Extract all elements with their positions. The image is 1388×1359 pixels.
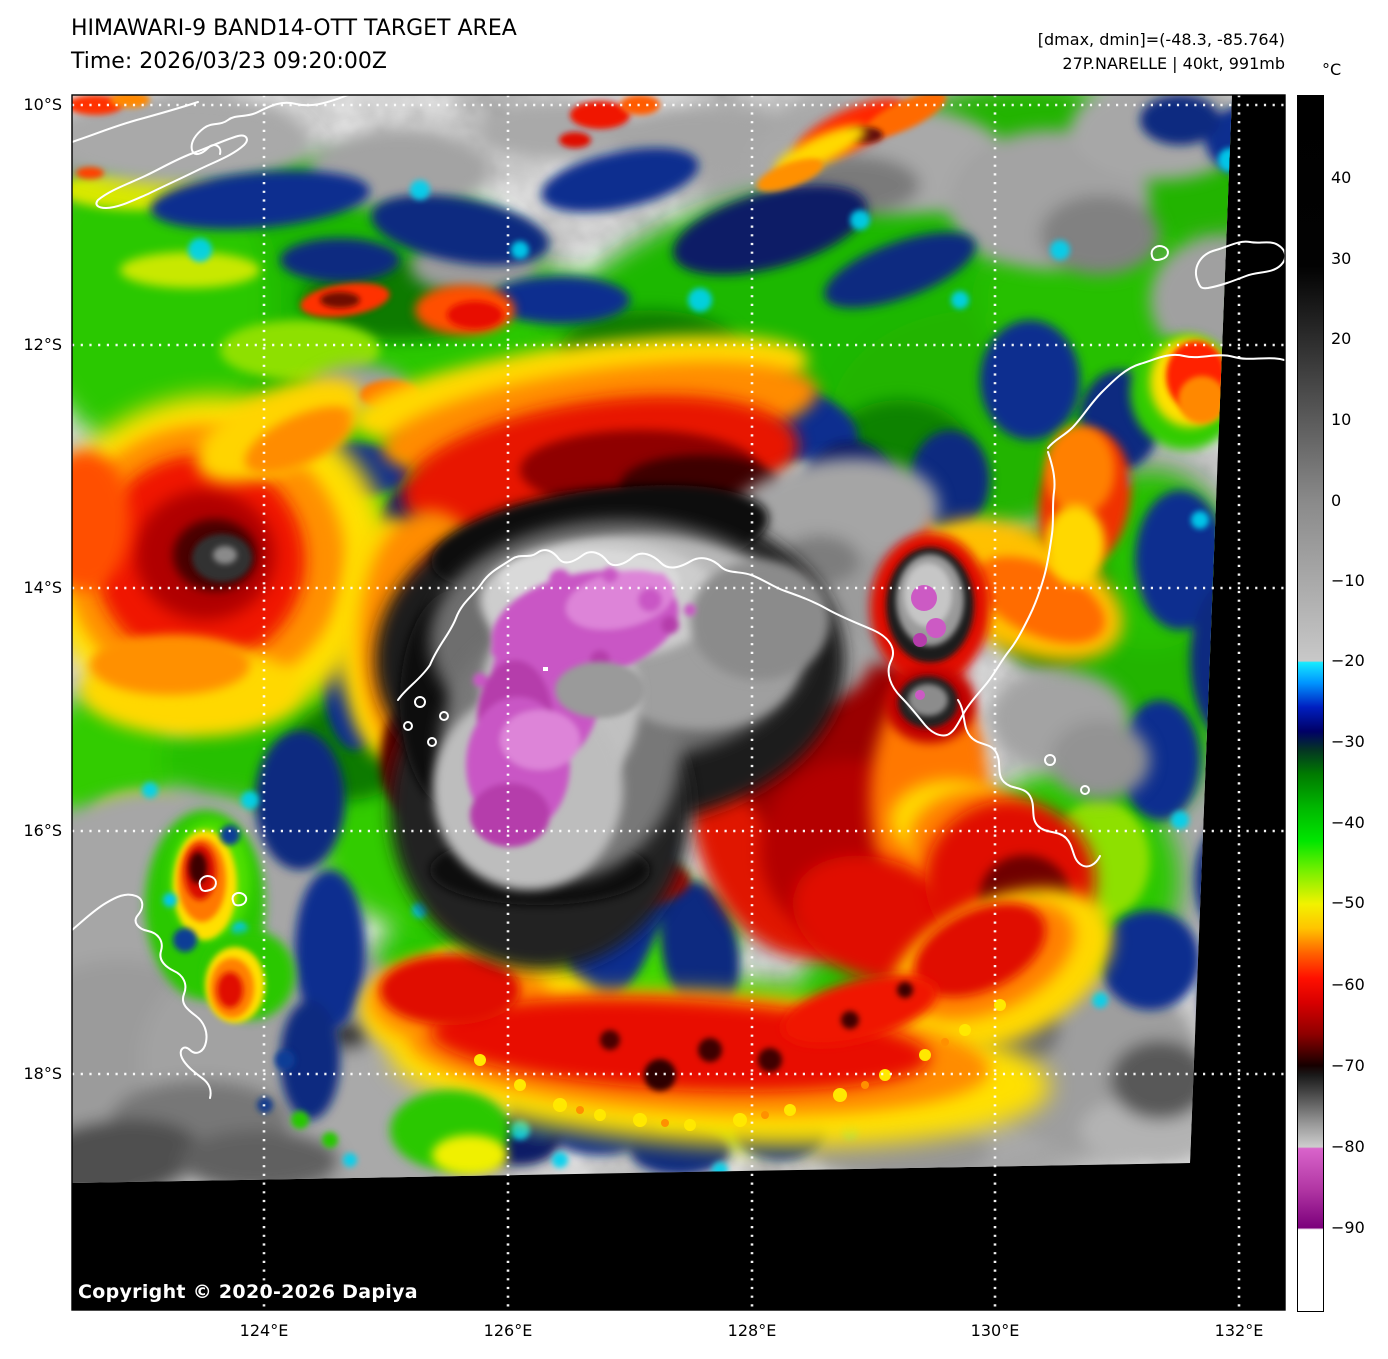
nw-corner-coast — [72, 101, 199, 143]
melville-island-coast — [1195, 240, 1285, 290]
kimberley-coast — [397, 451, 1056, 737]
ir-cloud-field — [72, 95, 1232, 1183]
core-gray-gap — [555, 662, 645, 718]
buccaneer-islet-2 — [439, 711, 449, 721]
south-band-speckles — [474, 999, 1006, 1131]
cb-tick-m50: −50 — [1331, 893, 1365, 912]
cb-tick-m90: −90 — [1331, 1218, 1365, 1237]
dmax-dmin-annotation: [dmax, dmin]=(-48.3, -85.764) — [1037, 30, 1285, 49]
coastal-islet-a — [198, 875, 217, 892]
buccaneer-islet-4 — [427, 737, 437, 747]
temperature-colorbar — [1297, 95, 1324, 1312]
cb-tick-20: 20 — [1331, 329, 1352, 348]
coastline-overlay — [72, 95, 1285, 1099]
cdo-cold-core — [375, 485, 845, 970]
plot-frame — [71, 94, 1286, 1311]
buccaneer-islet-1 — [414, 696, 426, 708]
gulf-islet-1 — [1044, 754, 1056, 766]
cb-tick-0: 0 — [1331, 491, 1342, 510]
gulf-islet-2 — [1080, 785, 1090, 795]
lat-tick-10S: 10°S — [23, 95, 62, 114]
coastal-islet-b — [231, 891, 248, 907]
west-warm-mass — [72, 282, 515, 735]
timor-island-coast — [95, 134, 248, 209]
cb-tick-40: 40 — [1331, 168, 1352, 187]
lat-tick-18S: 18°S — [23, 1064, 62, 1083]
lon-tick-124E: 124°E — [239, 1321, 289, 1340]
lon-tick-128E: 128°E — [727, 1321, 777, 1340]
cb-tick-m20: −20 — [1331, 651, 1365, 670]
cb-tick-m10: −10 — [1331, 571, 1365, 590]
figure-title: HIMAWARI-9 BAND14-OTT TARGET AREA — [71, 16, 517, 41]
islet-coast — [1150, 245, 1169, 261]
figure-timestamp: Time: 2026/03/23 09:20:00Z — [71, 49, 387, 74]
lat-tick-14S: 14°S — [23, 578, 62, 597]
mini-cdo-cell — [870, 533, 990, 743]
lon-tick-130E: 130°E — [970, 1321, 1020, 1340]
latlon-grid — [72, 95, 1285, 1310]
storm-annotation: 27P.NARELLE | 40kt, 991mb — [1062, 54, 1285, 73]
copyright-label: Copyright © 2020-2026 Dapiya — [78, 1281, 418, 1303]
bonaparte-gulf-coast — [957, 699, 1101, 868]
cb-tick-m30: −30 — [1331, 732, 1365, 751]
buccaneer-islet-3 — [403, 721, 413, 731]
dmin-marker — [543, 667, 548, 671]
coastal-storms — [145, 810, 338, 1148]
cb-tick-30: 30 — [1331, 249, 1352, 268]
cb-tick-m80: −80 — [1331, 1137, 1365, 1156]
cb-tick-m40: −40 — [1331, 813, 1365, 832]
lat-tick-12S: 12°S — [23, 335, 62, 354]
lon-tick-132E: 132°E — [1214, 1321, 1264, 1340]
lon-tick-126E: 126°E — [483, 1321, 533, 1340]
nt-coast — [1047, 354, 1285, 449]
timor-east-coast — [190, 95, 349, 156]
south-band — [360, 888, 1113, 1175]
lat-tick-16S: 16°S — [23, 821, 62, 840]
cb-tick-m70: −70 — [1331, 1056, 1365, 1075]
cb-tick-m60: −60 — [1331, 975, 1365, 994]
cb-tick-10: 10 — [1331, 410, 1352, 429]
colorbar-unit-label: °C — [1322, 60, 1342, 79]
dampier-peninsula-coast — [72, 893, 212, 1099]
